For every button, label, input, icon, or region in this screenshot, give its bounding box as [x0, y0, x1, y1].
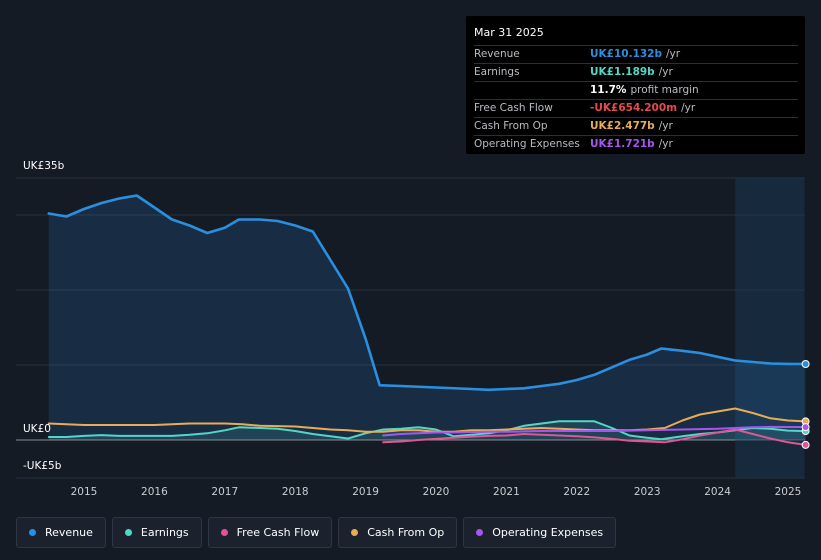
x-tick-label: 2021 — [493, 486, 520, 498]
series-fills — [48, 195, 806, 440]
operating-expenses-end-marker — [801, 423, 810, 432]
legend-label: Operating Expenses — [492, 526, 604, 539]
tooltip-row-unit: /yr — [666, 48, 681, 60]
tooltip-rows: Revenue UK£10.132b/yr Earnings UK£1.189b/yr… — [474, 45, 798, 153]
x-tick-label: 2018 — [282, 486, 309, 498]
tooltip-row-label: Earnings — [474, 66, 520, 78]
chart-legend: Revenue Earnings Free Cash Flow Cash From O… — [16, 517, 617, 548]
legend-dot-icon — [29, 529, 36, 536]
tooltip-row: Operating Expenses UK£1.721b/yr — [474, 135, 798, 153]
legend-label: Cash From Op — [367, 526, 445, 539]
y-axis-bottom-label: -UK£5b — [23, 460, 62, 472]
tooltip-row: Free Cash Flow -UK£654.200m/yr — [474, 99, 798, 117]
free-cash-flow-end-marker — [801, 440, 810, 449]
tooltip-row-label: Revenue — [474, 48, 520, 60]
x-tick-label: 2017 — [211, 486, 238, 498]
tooltip-row-value: -UK£654.200m — [590, 102, 678, 114]
tooltip-row-label: Operating Expenses — [474, 138, 580, 150]
x-axis-ticks: 2015 2016 2017 2018 2019 2020 2021 2022 2023 2024… — [71, 486, 802, 498]
legend-dot-icon — [351, 529, 359, 536]
x-tick-label: 2022 — [563, 486, 590, 498]
legend-item-cash-from-op[interactable]: Cash From Op — [338, 517, 458, 548]
tooltip-row-label: Cash From Op — [474, 120, 548, 132]
tooltip-row-unit: profit margin — [630, 84, 699, 96]
legend-item-revenue[interactable]: Revenue — [16, 517, 106, 548]
revenue-line — [47, 194, 807, 392]
tooltip-row-value: UK£2.477b — [590, 120, 655, 132]
legend-label: Earnings — [140, 526, 189, 539]
legend-dot-icon — [124, 529, 132, 536]
x-tick-label: 2023 — [634, 486, 661, 498]
series-end-markers — [801, 360, 810, 449]
x-tick-label: 2025 — [775, 486, 802, 498]
tooltip-row-unit: /yr — [658, 66, 673, 78]
free-cash-flow-line — [382, 428, 807, 446]
tooltip-row-unit: /yr — [681, 102, 696, 114]
x-tick-label: 2020 — [423, 486, 450, 498]
tooltip-row-value: UK£1.189b — [590, 66, 655, 78]
tooltip-row-label — [474, 82, 590, 99]
x-tick-label: 2015 — [71, 486, 98, 498]
legend-label: Free Cash Flow — [236, 526, 320, 539]
x-tick-label: 2016 — [141, 486, 168, 498]
tooltip-row-value: UK£10.132b — [590, 48, 663, 60]
x-tick-label: 2024 — [704, 486, 731, 498]
earnings-line — [47, 420, 807, 441]
y-axis-top-label: UK£35b — [23, 160, 65, 172]
tooltip-row-value: 11.7% — [590, 84, 627, 96]
data-tooltip: Mar 31 2025 Revenue UK£10.132b/yr Earnings… — [466, 16, 805, 154]
operating-expenses-line — [382, 425, 807, 437]
tooltip-row-label: Free Cash Flow — [474, 102, 553, 114]
legend-label: Revenue — [45, 526, 93, 539]
tooltip-row: Revenue UK£10.132b/yr — [474, 45, 798, 63]
tooltip-row: 11.7% profit margin — [474, 81, 798, 99]
series-lines — [47, 194, 807, 446]
legend-dot-icon — [220, 529, 228, 536]
cash-from-op-line — [47, 407, 807, 433]
legend-item-operating-expenses[interactable]: Operating Expenses — [463, 517, 617, 548]
legend-dot-icon — [476, 529, 484, 536]
x-tick-label: 2019 — [352, 486, 379, 498]
tooltip-row: Earnings UK£1.189b/yr — [474, 63, 798, 81]
tooltip-date: Mar 31 2025 — [474, 26, 544, 39]
tooltip-row: Cash From Op UK£2.477b/yr — [474, 117, 798, 135]
revenue-area — [48, 195, 806, 440]
legend-item-free-cash-flow[interactable]: Free Cash Flow — [207, 517, 333, 548]
tooltip-row-value: UK£1.721b — [590, 138, 655, 150]
legend-item-earnings[interactable]: Earnings — [111, 517, 202, 548]
revenue-end-marker — [801, 360, 810, 369]
y-axis-zero-label: UK£0 — [23, 423, 51, 435]
tooltip-row-unit: /yr — [658, 138, 673, 150]
tooltip-row-unit: /yr — [658, 120, 673, 132]
